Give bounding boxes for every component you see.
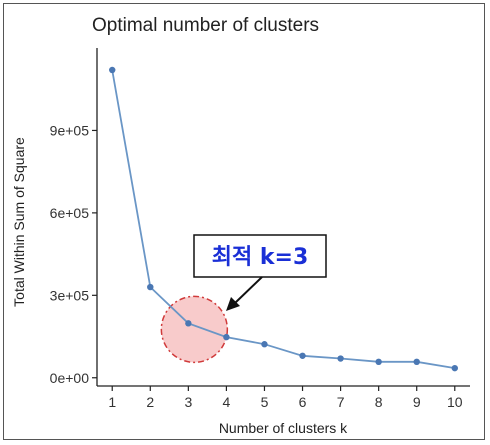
chart-frame — [3, 3, 485, 440]
y-tick-label: 3e+05 — [50, 287, 90, 303]
data-point — [185, 320, 192, 327]
x-tick-label: 9 — [413, 394, 421, 410]
data-point — [147, 283, 154, 291]
annotation-arrow-head — [226, 297, 240, 311]
y-tick-label: 6e+05 — [50, 205, 90, 221]
annotation-label: 최적 k=3 — [212, 245, 309, 270]
x-tick-label: 7 — [337, 394, 345, 410]
data-point — [109, 66, 116, 74]
y-axis-title: Total Within Sum of Square — [11, 137, 27, 307]
data-point — [299, 352, 306, 359]
data-point — [337, 355, 344, 362]
plot-area: 0e+00 3e+05 6e+05 9e+05 1 2 3 4 5 6 7 8 9 10 최적 k=3 — [50, 48, 470, 410]
annotation-box — [193, 234, 327, 278]
x-tick-label: 10 — [447, 394, 463, 410]
x-tick-label: 4 — [223, 394, 231, 410]
data-point — [451, 364, 458, 372]
x-tick-label: 8 — [375, 394, 383, 410]
x-axis-title: Number of clusters k — [219, 420, 348, 436]
x-tick-label: 1 — [108, 394, 116, 410]
y-tick-label: 0e+00 — [50, 370, 90, 386]
data-point — [261, 341, 268, 348]
chart-title: Optimal number of clusters — [92, 15, 319, 36]
data-point — [375, 358, 382, 366]
series-line — [111, 69, 455, 369]
data-point — [413, 358, 420, 366]
x-tick-label: 5 — [261, 394, 269, 410]
x-tick-label: 6 — [299, 394, 307, 410]
y-tick-label: 9e+05 — [50, 122, 90, 138]
x-tick-label: 3 — [184, 394, 192, 410]
x-tick-label: 2 — [146, 394, 154, 410]
annotation-arrow-line — [234, 276, 263, 304]
data-point — [223, 333, 230, 341]
